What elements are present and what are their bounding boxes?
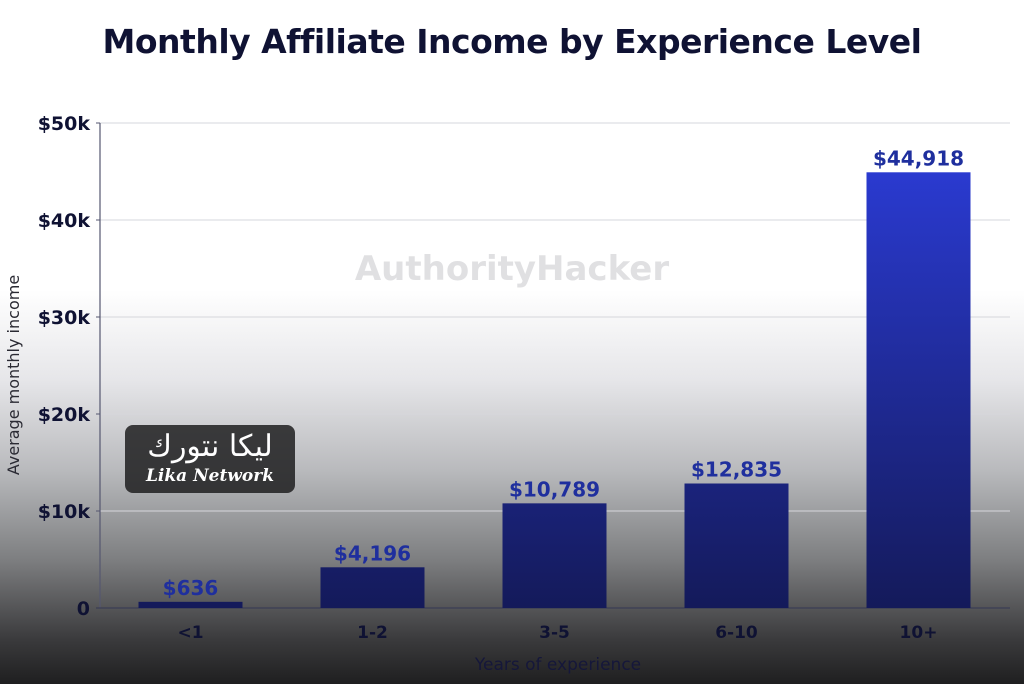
y-tick-label: $30k xyxy=(38,307,91,329)
chart-title: Monthly Affiliate Income by Experience L… xyxy=(102,22,922,61)
y-tick-label: $50k xyxy=(38,113,91,135)
data-label: $636 xyxy=(163,576,219,600)
logo-arabic: ليكا نتورك xyxy=(147,429,273,464)
x-axis-label: Years of experience xyxy=(474,655,641,675)
lika-network-logo: ليكا نتورك Lika Network xyxy=(125,425,295,493)
data-label: $10,789 xyxy=(509,477,600,501)
y-tick-label: $20k xyxy=(38,404,91,426)
logo-english: Lika Network xyxy=(145,466,275,486)
y-tick-label: 0 xyxy=(77,598,90,620)
bar xyxy=(320,567,425,608)
bar xyxy=(866,172,971,608)
watermark: AuthorityHacker xyxy=(355,249,669,289)
x-tick-label: 1-2 xyxy=(357,623,388,643)
x-tick-label: 10+ xyxy=(900,623,938,643)
x-tick-label: 6-10 xyxy=(715,623,758,643)
bar xyxy=(684,483,789,608)
y-tick-label: $40k xyxy=(38,210,91,232)
y-axis-label: Average monthly income xyxy=(4,275,23,475)
x-tick-label: <1 xyxy=(177,623,203,643)
y-tick-label: $10k xyxy=(38,501,91,523)
bar xyxy=(138,601,243,608)
data-label: $4,196 xyxy=(334,541,411,565)
bar xyxy=(502,503,607,608)
data-label: $12,835 xyxy=(691,458,782,482)
x-tick-label: 3-5 xyxy=(539,623,570,643)
data-label: $44,918 xyxy=(873,146,964,170)
